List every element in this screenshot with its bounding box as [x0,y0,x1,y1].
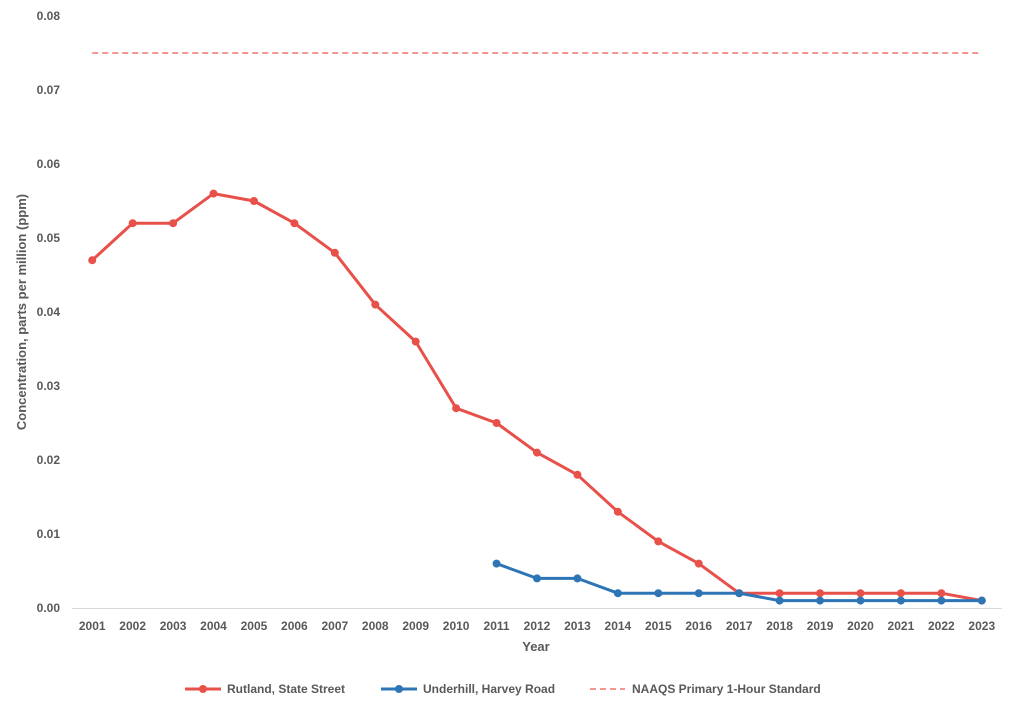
x-tick-label: 2005 [241,619,268,633]
x-tick-label: 2003 [160,619,187,633]
data-point-underhill-harvey-road [856,596,865,605]
legend-item: NAAQS Primary 1-Hour Standard [590,682,821,696]
x-tick-label: 2015 [645,619,672,633]
data-point-underhill-harvey-road [613,589,622,598]
y-tick-label: 0.01 [37,527,61,541]
data-point-underhill-harvey-road [492,559,501,568]
x-axis-title: Year [522,639,549,654]
data-point-rutland-state-street [88,256,97,265]
x-tick-label: 2019 [807,619,834,633]
data-point-underhill-harvey-road [654,589,663,598]
data-point-underhill-harvey-road [896,596,905,605]
x-tick-label: 2004 [200,619,227,633]
data-point-rutland-state-street [775,589,784,598]
x-tick-label: 2009 [402,619,429,633]
legend: Rutland, State Street Underhill, Harvey R… [185,682,821,696]
x-tick-label: 2017 [726,619,753,633]
x-axis-ticks: 2001 2002 2003 2004 2005 2006 2007 2008 2009 2010… [79,619,996,633]
x-tick-label: 2002 [119,619,146,633]
y-tick-label: 0.04 [37,305,61,319]
y-tick-label: 0.07 [37,83,61,97]
data-point-rutland-state-street [694,559,703,568]
data-point-rutland-state-street [371,300,380,309]
data-point-rutland-state-street [613,507,622,516]
y-tick-label: 0.02 [37,453,61,467]
x-tick-label: 2013 [564,619,591,633]
data-point-rutland-state-street [492,419,501,427]
y-tick-label: 0.06 [37,157,61,171]
data-point-underhill-harvey-road [735,589,744,598]
legend-marker [199,685,207,693]
data-point-rutland-state-street [573,470,582,479]
x-tick-label: 2006 [281,619,308,633]
x-tick-label: 2023 [968,619,995,633]
legend-label: Underhill, Harvey Road [423,682,555,696]
x-tick-label: 2010 [443,619,470,633]
data-point-underhill-harvey-road [816,596,825,605]
legend-label: Rutland, State Street [227,682,345,696]
data-point-rutland-state-street [654,537,663,546]
data-point-rutland-state-street [411,337,420,346]
data-point-underhill-harvey-road [977,596,986,605]
x-tick-label: 2014 [605,619,632,633]
x-tick-label: 2001 [79,619,106,633]
data-point-underhill-harvey-road [937,596,946,605]
data-point-underhill-harvey-road [694,589,703,598]
data-point-rutland-state-street [937,589,946,598]
legend-marker [395,685,403,693]
x-tick-label: 2011 [484,619,510,633]
series-line-rutland-state-street [91,192,983,603]
data-point-rutland-state-street [290,219,299,228]
y-tick-label: 0.08 [37,9,61,23]
data-point-rutland-state-street [896,589,905,598]
y-axis-title: Concentration, parts per million (ppm) [14,194,29,430]
legend-item: Rutland, State Street [185,682,345,696]
y-tick-label: 0.00 [37,601,61,615]
legend-item: Underhill, Harvey Road [381,682,555,696]
x-tick-label: 2018 [766,619,793,633]
data-point-rutland-state-street [128,219,137,228]
series-layer [88,52,986,605]
x-tick-label: 2016 [685,619,712,633]
data-point-rutland-state-street [452,404,461,413]
data-point-rutland-state-street [249,197,258,205]
data-point-rutland-state-street [856,589,865,598]
data-point-rutland-state-street [209,189,218,198]
y-axis-ticks: 0.00 0.01 0.02 0.03 0.04 0.05 0.06 0.07 0.08 [37,9,61,615]
y-tick-label: 0.05 [37,231,61,245]
y-tick-label: 0.03 [37,379,61,393]
x-tick-label: 2022 [928,619,955,633]
legend-label: NAAQS Primary 1-Hour Standard [632,682,821,696]
data-point-underhill-harvey-road [775,596,784,605]
x-tick-label: 2021 [888,619,915,633]
x-tick-label: 2008 [362,619,389,633]
data-point-rutland-state-street [330,248,339,257]
data-point-rutland-state-street [169,219,178,228]
x-tick-label: 2020 [847,619,874,633]
data-point-underhill-harvey-road [573,574,582,583]
x-tick-label: 2007 [321,619,348,633]
data-point-rutland-state-street [816,589,825,598]
data-point-underhill-harvey-road [533,574,541,583]
data-point-rutland-state-street [533,448,541,457]
x-tick-label: 2012 [524,619,551,633]
